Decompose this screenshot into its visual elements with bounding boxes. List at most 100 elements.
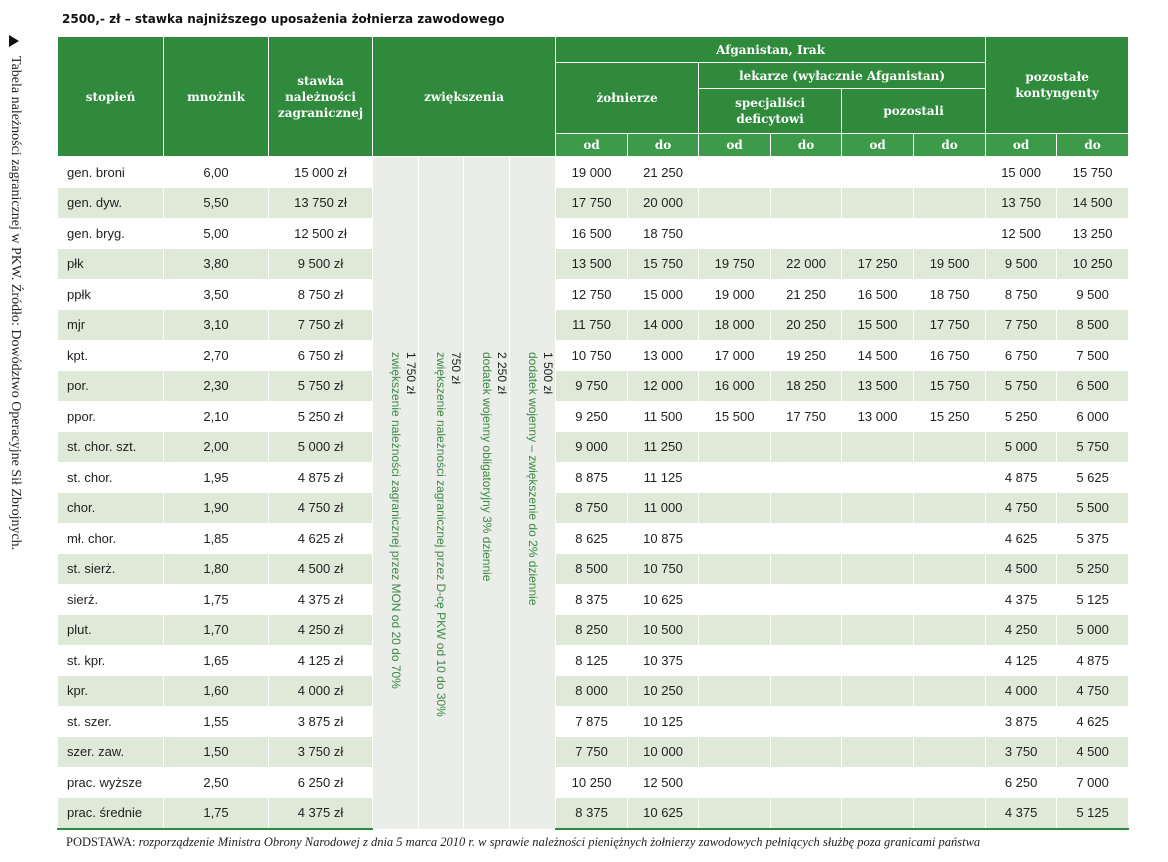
header-cell: od [841, 133, 915, 157]
amount-cell: 12 000 [627, 370, 700, 401]
rate-cell: 6 250 zł [268, 767, 373, 798]
amount-cell [913, 553, 987, 584]
amount-cell [841, 797, 915, 830]
amount-cell [770, 767, 843, 798]
multiplier-cell: 2,00 [163, 431, 269, 462]
amount-cell: 8 375 [555, 797, 629, 830]
amount-cell: 18 750 [913, 279, 987, 310]
amount-cell: 10 000 [627, 736, 700, 767]
table-body: gen. broni 6,00 15 000 zł 1 750 zł zwiększen… [57, 156, 1130, 830]
amount-cell: 4 500 [985, 553, 1058, 584]
amount-cell: 9 750 [555, 370, 629, 401]
amount-cell [841, 523, 915, 554]
amount-cell [698, 431, 772, 462]
amount-cell [698, 553, 772, 584]
table-row: mjr 3,10 7 750 zł 11 750 14 000 18 000 20 250 1… [57, 309, 1130, 340]
header-cell: stawka należności zagranicznej [268, 36, 373, 157]
amount-cell: 3 750 [985, 736, 1058, 767]
amount-cell [770, 218, 843, 249]
increase-amount: 750 zł [449, 352, 463, 385]
table-row: por. 2,30 5 750 zł 9 750 12 000 16 000 18 250 1… [57, 370, 1130, 401]
amount-cell [698, 797, 772, 830]
amount-cell [913, 736, 987, 767]
amount-cell: 5 375 [1056, 523, 1130, 554]
multiplier-cell: 1,80 [163, 553, 269, 584]
amount-cell [770, 553, 843, 584]
amount-cell: 17 000 [698, 340, 772, 371]
amount-cell: 10 500 [627, 614, 700, 645]
amount-cell: 5 500 [1056, 492, 1130, 523]
table-row: ppłk 3,50 8 750 zł 12 750 15 000 19 000 21 250… [57, 279, 1130, 310]
rate-cell: 9 500 zł [268, 248, 373, 279]
amount-cell: 19 250 [770, 340, 843, 371]
amount-cell: 8 375 [555, 584, 629, 615]
amount-cell: 17 250 [841, 248, 915, 279]
amount-cell [841, 492, 915, 523]
amount-cell [698, 767, 772, 798]
amount-cell: 10 625 [627, 797, 700, 830]
rank-cell: por. [57, 370, 164, 401]
rank-cell: prac. średnie [57, 797, 164, 830]
table-row: kpr. 1,60 4 000 zł 8 000 10 250 4 000 4 750 [57, 675, 1130, 706]
table-row: szer. zaw. 1,50 3 750 zł 7 750 10 000 3 750 4 … [57, 736, 1130, 767]
header-cell: lekarze (wyłacznie Afganistan) [698, 62, 987, 89]
multiplier-cell: 1,50 [163, 736, 269, 767]
rank-cell: plut. [57, 614, 164, 645]
rank-cell: prac. wyższe [57, 767, 164, 798]
amount-cell: 4 125 [985, 645, 1058, 676]
amount-cell: 16 750 [913, 340, 987, 371]
amount-cell: 16 500 [841, 279, 915, 310]
increase-description: dodatek wojenny – zwiększenie do 2% dzie… [526, 352, 541, 606]
table-row: mł. chor. 1,85 4 625 zł 8 625 10 875 4 625 5 3… [57, 523, 1130, 554]
amount-cell: 11 125 [627, 462, 700, 493]
amount-cell [913, 218, 987, 249]
table-header: stopień mnożnik stawka należności zagran… [57, 36, 1130, 157]
amount-cell: 7 000 [1056, 767, 1130, 798]
amount-cell: 4 000 [985, 675, 1058, 706]
amount-cell [841, 767, 915, 798]
amount-cell: 8 500 [1056, 309, 1130, 340]
amount-cell: 14 500 [1056, 187, 1130, 218]
amount-cell: 15 000 [985, 156, 1058, 188]
amount-cell: 18 750 [627, 218, 700, 249]
rate-cell: 4 125 zł [268, 645, 373, 676]
amount-cell: 17 750 [770, 401, 843, 432]
side-note: Tabela należności zagranicznej w PKW. Źr… [8, 56, 23, 551]
header-cell: specjaliści deficytowi [698, 88, 843, 134]
increase-description: zwiększenie należności zagranicznej prze… [389, 352, 403, 689]
multiplier-cell: 1,55 [163, 706, 269, 737]
amount-cell [841, 675, 915, 706]
amount-cell [770, 156, 843, 188]
amount-cell [770, 706, 843, 737]
rank-cell: gen. broni [57, 156, 164, 188]
table-row: gen. dyw. 5,50 13 750 zł 17 750 20 000 13 750… [57, 187, 1130, 218]
amount-cell [770, 523, 843, 554]
multiplier-cell: 2,50 [163, 767, 269, 798]
amount-cell [913, 523, 987, 554]
amount-cell [841, 553, 915, 584]
header-cell: pozostałe kontyngenty [985, 36, 1130, 134]
allowance-table: stopień mnożnik stawka należności zagran… [57, 36, 1130, 830]
amount-cell: 5 250 [985, 401, 1058, 432]
multiplier-cell: 5,00 [163, 218, 269, 249]
rate-cell: 7 750 zł [268, 309, 373, 340]
amount-cell: 18 250 [770, 370, 843, 401]
amount-cell: 5 000 [1056, 614, 1130, 645]
rank-cell: ppłk [57, 279, 164, 310]
header-cell: do [913, 133, 987, 157]
amount-cell: 5 125 [1056, 797, 1130, 830]
amount-cell [770, 431, 843, 462]
amount-cell: 12 500 [985, 218, 1058, 249]
amount-cell: 15 750 [913, 370, 987, 401]
table-row: ppor. 2,10 5 250 zł 9 250 11 500 15 500 17 750… [57, 401, 1130, 432]
table-row: st. kpr. 1,65 4 125 zł 8 125 10 375 4 125 4 87… [57, 645, 1130, 676]
amount-cell [913, 767, 987, 798]
amount-cell [841, 706, 915, 737]
rate-cell: 4 375 zł [268, 797, 373, 830]
amount-cell: 6 250 [985, 767, 1058, 798]
amount-cell [770, 492, 843, 523]
rate-cell: 6 750 zł [268, 340, 373, 371]
amount-cell: 8 500 [555, 553, 629, 584]
amount-cell: 10 875 [627, 523, 700, 554]
increase-description: dodatek wojenny obligatoryjny 3% dzienni… [480, 352, 494, 582]
